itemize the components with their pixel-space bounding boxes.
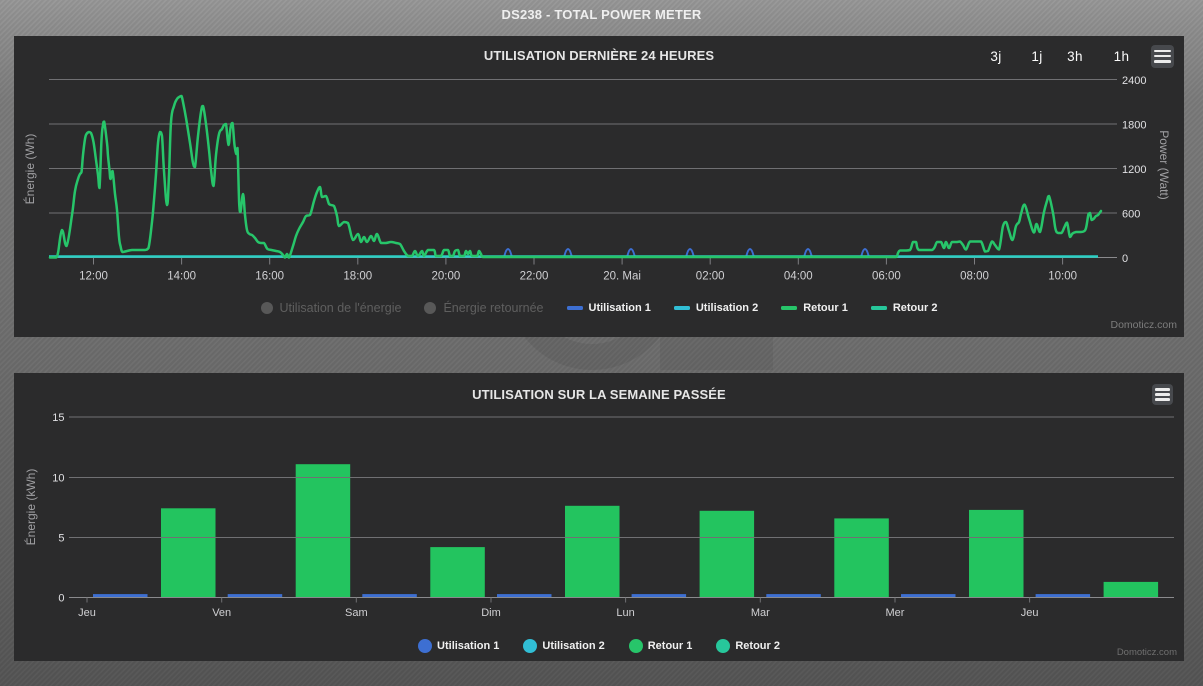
svg-text:600: 600 (1122, 209, 1140, 221)
svg-text:20:00: 20:00 (432, 271, 461, 283)
svg-text:0: 0 (1122, 253, 1128, 265)
svg-text:15: 15 (52, 412, 64, 424)
svg-text:Sam: Sam (345, 607, 368, 619)
svg-text:5: 5 (58, 533, 64, 545)
svg-text:Mer: Mer (886, 607, 905, 619)
svg-text:08:00: 08:00 (960, 271, 989, 283)
svg-text:10: 10 (52, 473, 64, 485)
svg-text:Énergie (kWh): Énergie (kWh) (23, 469, 38, 546)
svg-text:04:00: 04:00 (784, 271, 813, 283)
svg-text:14:00: 14:00 (167, 271, 196, 283)
svg-text:Jeu: Jeu (78, 607, 96, 619)
svg-text:0: 0 (58, 593, 64, 605)
svg-text:20. Mai: 20. Mai (603, 271, 641, 283)
svg-text:Ven: Ven (212, 607, 231, 619)
svg-text:1200: 1200 (1122, 164, 1146, 176)
svg-text:Mar: Mar (751, 607, 770, 619)
svg-text:Énergie (Wh): Énergie (Wh) (22, 134, 37, 205)
svg-text:06:00: 06:00 (872, 271, 901, 283)
svg-text:Lun: Lun (616, 607, 634, 619)
svg-text:12:00: 12:00 (79, 271, 108, 283)
svg-text:22:00: 22:00 (520, 271, 549, 283)
svg-text:10:00: 10:00 (1048, 271, 1077, 283)
svg-text:18:00: 18:00 (343, 271, 372, 283)
svg-text:02:00: 02:00 (696, 271, 725, 283)
svg-text:Dim: Dim (481, 607, 501, 619)
svg-text:1800: 1800 (1122, 120, 1146, 132)
svg-text:2400: 2400 (1122, 75, 1146, 87)
svg-text:Jeu: Jeu (1021, 607, 1039, 619)
svg-text:Power (Watt): Power (Watt) (1157, 130, 1171, 200)
svg-text:16:00: 16:00 (255, 271, 284, 283)
